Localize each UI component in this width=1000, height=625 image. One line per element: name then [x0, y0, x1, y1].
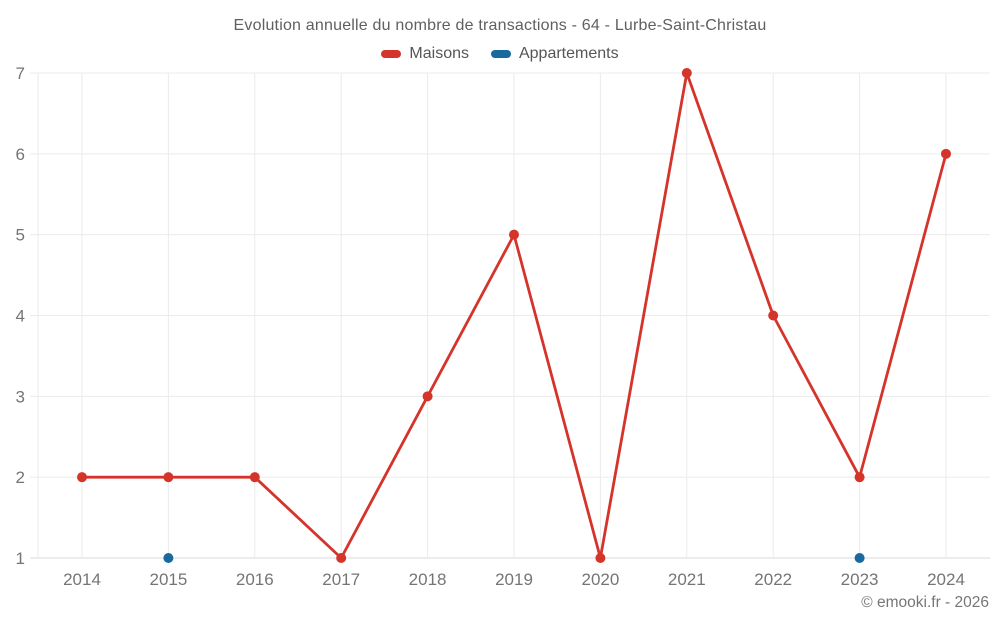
data-point-maisons-2014[interactable]: [77, 472, 87, 483]
data-point-maisons-2019[interactable]: [509, 229, 519, 240]
data-point-maisons-2018[interactable]: [422, 391, 433, 402]
y-axis-tick-label-7: 7: [16, 64, 25, 83]
x-axis-tick-label-2015: 2015: [149, 570, 187, 589]
x-axis-tick-label-2017: 2017: [322, 570, 360, 589]
data-point-maisons-2017[interactable]: [336, 553, 347, 563]
x-axis-tick-label-2024: 2024: [927, 570, 965, 589]
y-axis-tick-label-6: 6: [16, 145, 25, 164]
x-axis-tick-label-2020: 2020: [581, 570, 619, 589]
data-point-maisons-2024[interactable]: [941, 148, 951, 159]
legend-swatch-maisons: [381, 50, 402, 58]
legend-label-maisons: Maisons: [409, 45, 469, 62]
y-axis-tick-label-3: 3: [16, 387, 25, 406]
legend-item-maisons[interactable]: Maisons: [381, 45, 469, 63]
copyright-footer: © emooki.fr - 2026: [861, 594, 989, 611]
data-point-appartements-2023[interactable]: [854, 553, 865, 563]
data-point-maisons-2023[interactable]: [854, 472, 865, 483]
legend: Maisons Appartements: [0, 45, 1000, 63]
x-axis-tick-label-2018: 2018: [409, 570, 447, 589]
data-point-maisons-2020[interactable]: [595, 553, 606, 563]
y-axis-tick-label-5: 5: [16, 226, 25, 245]
legend-item-appartements[interactable]: Appartements: [490, 45, 619, 63]
y-axis-tick-label-1: 1: [16, 549, 25, 568]
x-axis-tick-label-2019: 2019: [495, 570, 533, 589]
x-axis-tick-label-2014: 2014: [63, 570, 101, 589]
x-axis-tick-label-2021: 2021: [668, 570, 706, 589]
chart-title: Evolution annuelle du nombre de transact…: [233, 17, 767, 34]
x-axis-tick-label-2016: 2016: [236, 570, 274, 589]
x-axis-tick-label-2022: 2022: [754, 570, 792, 589]
data-point-maisons-2021[interactable]: [681, 68, 692, 78]
y-axis-tick-label-4: 4: [16, 307, 25, 326]
x-axis-tick-label-2023: 2023: [841, 570, 879, 589]
y-axis-tick-label-2: 2: [16, 468, 25, 487]
data-point-appartements-2015[interactable]: [163, 553, 174, 563]
legend-swatch-appartements: [490, 50, 511, 58]
data-point-maisons-2022[interactable]: [768, 310, 779, 321]
data-point-maisons-2016[interactable]: [249, 472, 260, 483]
legend-label-appartements: Appartements: [518, 45, 619, 62]
data-point-maisons-2015[interactable]: [163, 472, 174, 483]
